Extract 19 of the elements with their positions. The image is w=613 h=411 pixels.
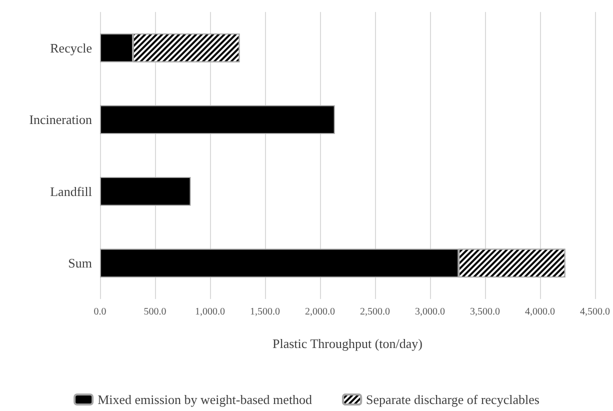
y-tick-label: Recycle xyxy=(50,40,92,56)
x-tick-label: 500.0 xyxy=(144,306,166,318)
bar xyxy=(100,105,335,134)
y-tick-label: Sum xyxy=(68,256,92,271)
bar xyxy=(100,177,191,206)
x-tick-label: 1,000.0 xyxy=(195,306,225,318)
x-axis-title: Plastic Throughput (ton/day) xyxy=(272,336,422,351)
x-tick-label: 3,000.0 xyxy=(415,306,445,318)
x-tick-label: 3,500.0 xyxy=(470,306,500,318)
x-tick-label: 2,500.0 xyxy=(360,306,390,318)
legend-label: Separate discharge of recyclables xyxy=(366,392,540,407)
legend-label: Mixed emission by weight-based method xyxy=(98,392,313,407)
x-tick-label: 1,500.0 xyxy=(250,306,280,318)
x-tick-label: 2,000.0 xyxy=(305,306,335,318)
x-tick-label: 4,500.0 xyxy=(580,306,610,318)
y-tick-label: Incineration xyxy=(29,112,92,128)
x-tick-label: 0.0 xyxy=(94,306,106,318)
y-tick-label: Landfill xyxy=(50,184,92,199)
x-tick-label: 4,000.0 xyxy=(525,306,555,318)
